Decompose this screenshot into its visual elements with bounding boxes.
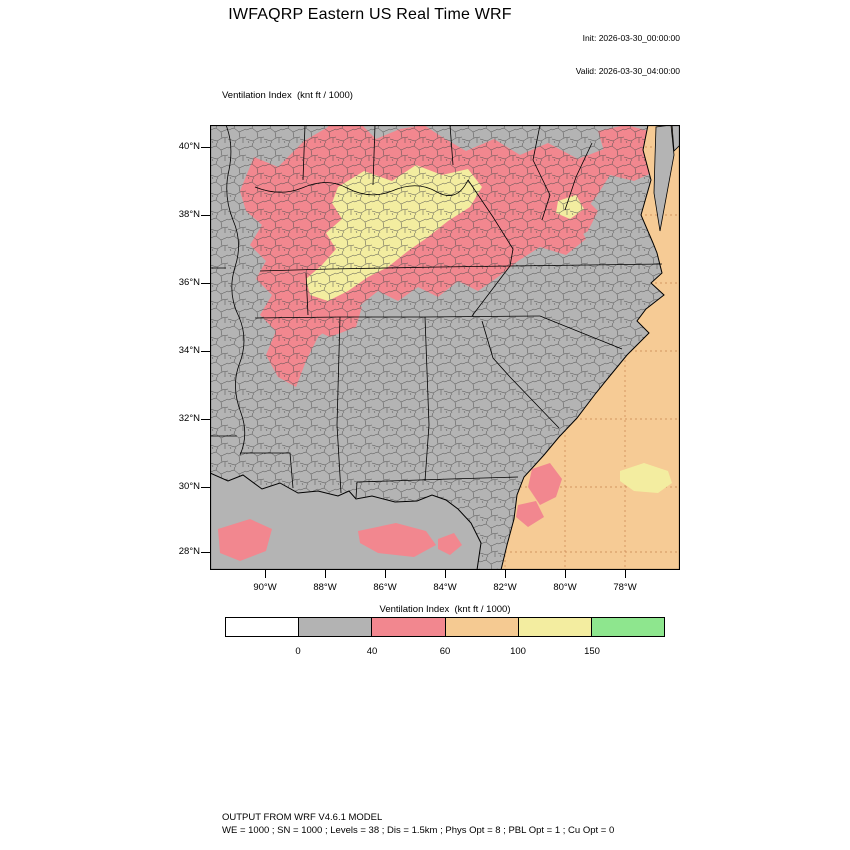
y-tick-mark bbox=[201, 552, 210, 553]
x-tick-label: 80°W bbox=[553, 582, 577, 593]
x-tick-mark bbox=[385, 570, 386, 578]
y-tick-label: 30°N bbox=[178, 481, 200, 492]
init-time: Init: 2026-03-30_00:00:00 bbox=[582, 33, 680, 43]
x-tick-mark bbox=[625, 570, 626, 578]
x-tick-label: 84°W bbox=[433, 582, 457, 593]
x-tick-label: 86°W bbox=[373, 582, 397, 593]
atlantic-ocean bbox=[501, 125, 680, 570]
state-borders bbox=[210, 124, 663, 499]
x-tick-label: 90°W bbox=[253, 582, 277, 593]
y-tick-mark bbox=[201, 215, 210, 216]
y-tick-label: 40°N bbox=[178, 141, 200, 152]
wrf-map-svg bbox=[209, 124, 681, 571]
colorbar-segment-white bbox=[226, 618, 299, 636]
run-info: Init: 2026-03-30_00:00:00 Valid: 2026-03… bbox=[480, 11, 680, 99]
valid-time: Valid: 2026-03-30_04:00:00 bbox=[575, 66, 680, 76]
x-tick-mark bbox=[325, 570, 326, 578]
colorbar-tick-label: 0 bbox=[295, 646, 301, 657]
colorbar-tick-label: 100 bbox=[510, 646, 526, 657]
map-figure bbox=[209, 124, 681, 571]
y-tick-mark bbox=[201, 487, 210, 488]
x-tick-label: 82°W bbox=[493, 582, 517, 593]
colorbar-segment-yellow bbox=[517, 618, 591, 636]
x-tick-label: 88°W bbox=[313, 582, 337, 593]
colorbar-title: Ventilation Index (knt ft / 1000) bbox=[379, 604, 511, 615]
y-tick-mark bbox=[201, 419, 210, 420]
offshore-patches bbox=[516, 463, 672, 527]
colorbar-tick-label: 150 bbox=[584, 646, 600, 657]
page-title: IWFAQRP Eastern US Real Time WRF bbox=[228, 6, 512, 23]
colorbar-segment-gray bbox=[298, 618, 372, 636]
x-tick-label: 78°W bbox=[613, 582, 637, 593]
y-tick-label: 28°N bbox=[178, 546, 200, 557]
footer-model-line: OUTPUT FROM WRF V4.6.1 MODEL bbox=[222, 812, 383, 823]
delmarva-peninsula bbox=[653, 124, 675, 232]
y-tick-label: 38°N bbox=[178, 209, 200, 220]
colorbar-tick-label: 40 bbox=[366, 646, 378, 657]
y-tick-mark bbox=[201, 283, 210, 284]
colorbar-segment-pink bbox=[371, 618, 445, 636]
footer-config-line: WE = 1000 ; SN = 1000 ; Levels = 38 ; Di… bbox=[222, 825, 615, 836]
colorbar-segment-orange bbox=[444, 618, 518, 636]
coastline-and-county-mesh bbox=[209, 124, 665, 571]
y-tick-mark bbox=[201, 147, 210, 148]
x-tick-mark bbox=[565, 570, 566, 578]
y-tick-mark bbox=[201, 351, 210, 352]
colorbar-tick-label: 60 bbox=[439, 646, 451, 657]
colorbar-segment-green bbox=[590, 618, 665, 636]
y-tick-label: 34°N bbox=[178, 345, 200, 356]
x-tick-mark bbox=[505, 570, 506, 578]
y-tick-label: 36°N bbox=[178, 277, 200, 288]
x-tick-mark bbox=[265, 570, 266, 578]
colorbar bbox=[225, 617, 665, 637]
y-tick-label: 32°N bbox=[178, 413, 200, 424]
map-frame bbox=[209, 124, 681, 571]
field-label: Ventilation Index (knt ft / 1000) bbox=[222, 90, 353, 101]
x-tick-mark bbox=[445, 570, 446, 578]
